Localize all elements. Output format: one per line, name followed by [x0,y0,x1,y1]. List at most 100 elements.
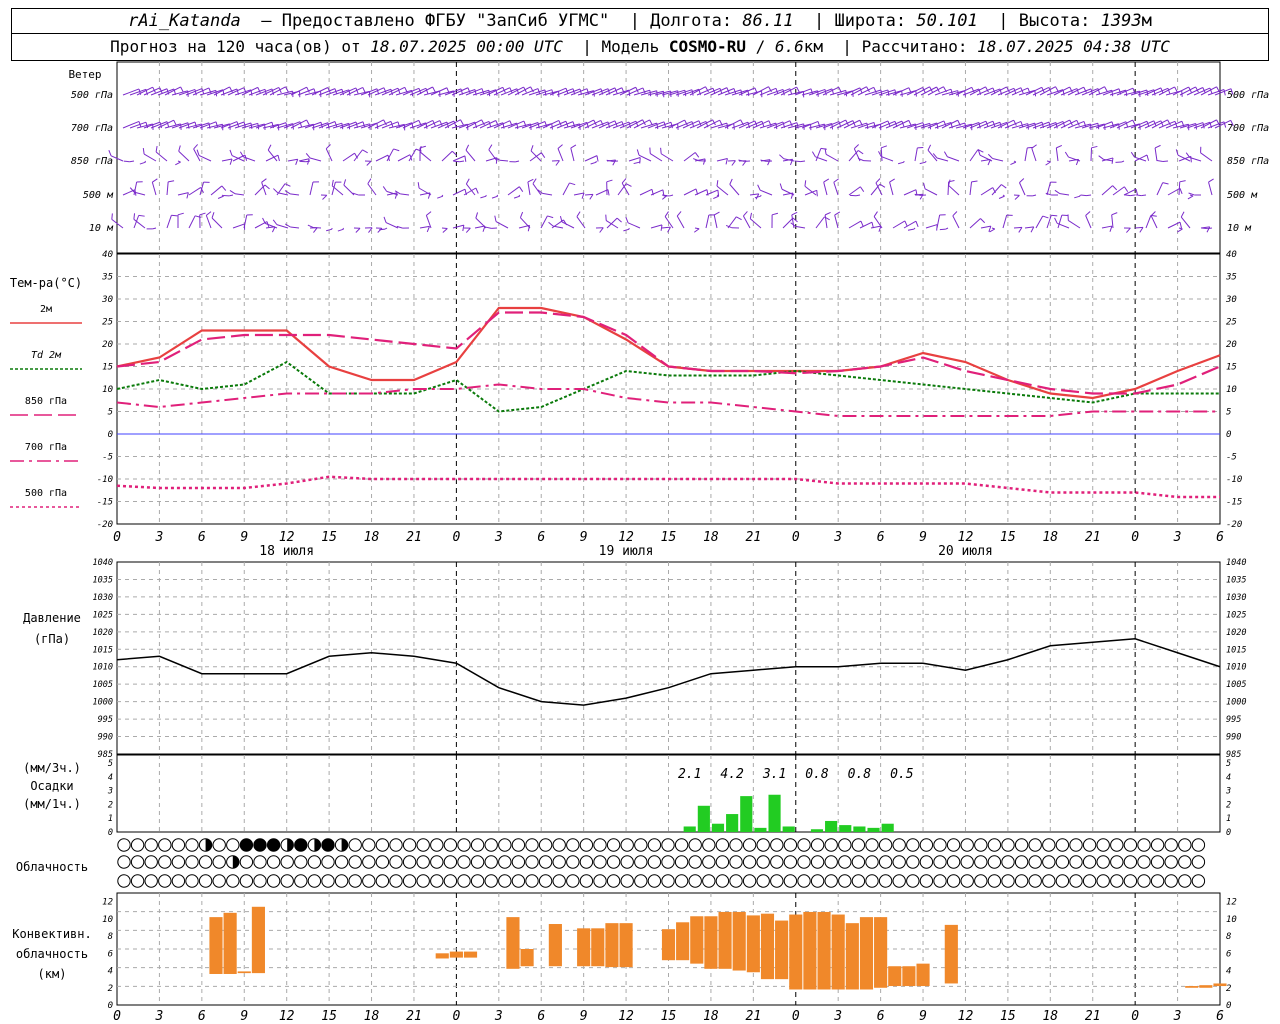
convective-bar [676,922,690,961]
wind-barb-flag [971,180,978,183]
pressure-tick-left: 1015 [93,645,113,655]
wind-barb [243,156,256,162]
precip-3h-total: 4.2 [720,767,744,782]
cloud-symbol [1055,855,1070,869]
wind-barb-flag [271,226,276,233]
wind-barb [241,122,258,129]
wind-barb-flag [1167,119,1171,126]
wind-barb [1186,122,1204,129]
wind-barb-flag [362,149,368,154]
wind-barb [1024,226,1034,229]
temp-x-tick: 6 [537,530,545,545]
wind-barb [952,215,960,229]
cloud-symbol [1082,874,1097,888]
temp-x-tick: 21 [746,530,762,545]
conv-x-tick: 3 [833,1009,842,1024]
wind-barb-flag [262,217,266,224]
wind-barb [1004,87,1022,96]
wind-barb [577,119,594,129]
wind-barb-flag [733,123,735,130]
cloud-symbol [362,838,376,852]
wind-barb [409,122,427,129]
wind-barb [997,119,1014,129]
wind-barb [694,158,706,162]
precip-tick-left: 1 [108,814,113,824]
wind-barb [451,123,468,129]
wind-barb-flag [264,89,267,96]
wind-barb [647,121,665,129]
wind-barb [1165,120,1183,129]
wind-barb-flag [451,150,457,156]
wind-barb [1032,121,1050,129]
wind-barb [1167,221,1181,229]
cloud-symbol [1123,874,1138,888]
wind-barb [248,123,265,129]
cloud-symbol [647,855,662,869]
wind-barb [386,148,394,162]
cloud-symbol [797,874,811,888]
wind-barb [703,87,721,96]
cloud-symbol [702,838,716,852]
wind-barb [122,88,140,96]
cloud-symbol [362,874,376,888]
wind-barb [1088,123,1105,129]
wind-barb [612,89,630,96]
wind-barb [787,123,804,129]
pressure-tick-left: 985 [98,750,113,760]
wind-barb [920,122,938,129]
wind-barb-flag [1162,182,1169,185]
wind-barb [331,185,344,196]
cloud-symbol [1110,874,1124,888]
temp-tick-left: 15 [102,363,113,373]
wind-barb [342,152,355,162]
wind-barb [570,88,588,96]
wind-barb-flag [712,119,716,126]
wind-barb [1031,148,1037,162]
wind-barb [1151,119,1168,129]
wind-barb [1046,181,1051,196]
wind-barb-flag [277,155,280,162]
conv-tick-left: 6 [108,949,113,959]
wind-barb-flag [305,153,311,159]
wind-barb [1074,88,1092,96]
wind-barb [804,185,817,196]
legend-label: 700 гПа [25,442,67,453]
wind-barb-flag [636,149,640,156]
wind-barb-flag [964,90,966,97]
wind-barb-flag [481,119,485,126]
convective-bar [435,953,449,959]
wind-barb [374,120,392,129]
wind-barb-flag [368,227,373,233]
wind-barb [980,187,994,196]
wind-barb-flag [229,149,233,156]
wind-barb [311,87,329,96]
precip-bar [853,826,866,832]
header: rAi_Katanda — Предоставлено ФГБУ "ЗапСиб… [11,8,1269,61]
wind-barb [269,86,286,96]
convective-bar [1185,986,1199,988]
wind-barb [871,89,889,96]
wind-barb-flag [186,192,189,199]
wind-barb [823,181,828,196]
wind-barb-flag [1098,155,1104,160]
wind-barb-flag [123,160,130,163]
wind-barb-flag [201,88,205,95]
wind-barb-flag [978,122,981,129]
conv-tick-right: 12 [1226,898,1237,908]
wind-barb [833,182,839,196]
wind-barb [1013,226,1023,229]
wind-barb [1002,215,1008,229]
wind-barb [925,224,938,229]
wind-barb [395,122,413,129]
convective-bar [746,915,760,973]
wind-barb-flag [1124,194,1131,197]
pressure-tick-right: 990 [1226,733,1241,743]
wind-barb [800,160,806,163]
cloud-symbol [266,874,281,888]
wind-barb-flag [760,159,767,162]
wind-barb [419,151,432,162]
pressure-tick-left: 1000 [93,698,113,708]
series-td2m [116,360,1220,413]
wind-barb-flag [558,120,562,127]
wind-barb [906,86,923,96]
